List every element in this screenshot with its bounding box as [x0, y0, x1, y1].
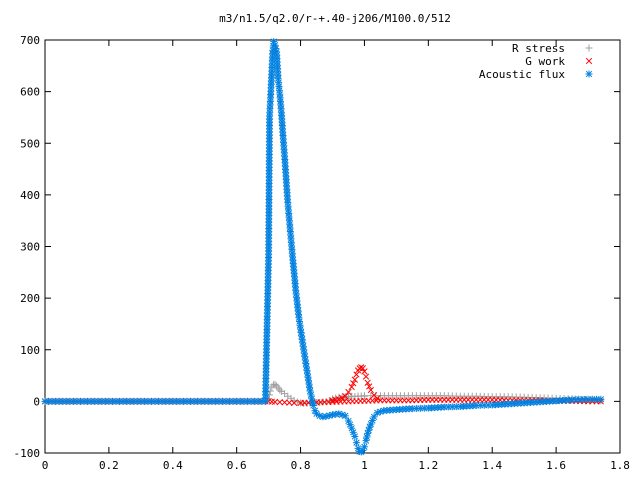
y-tick-label: -100: [14, 447, 41, 460]
data-point: [359, 365, 367, 372]
data-point: [305, 377, 313, 385]
series-g-work: [329, 364, 381, 404]
data-point: [271, 380, 279, 388]
y-tick-label: 200: [20, 292, 40, 305]
x-tick-label: 0.6: [227, 459, 247, 472]
y-tick-label: 600: [20, 86, 40, 99]
legend-marker: [585, 70, 593, 78]
data-point: [286, 399, 293, 406]
data-point: [364, 379, 371, 386]
x-tick-label: 0.2: [99, 459, 119, 472]
x-tick-label: 1: [361, 459, 368, 472]
data-point: [351, 376, 359, 383]
data-point: [342, 393, 349, 400]
plot-area-border: [44, 39, 621, 454]
data-point: [374, 395, 381, 402]
data-point: [353, 371, 360, 378]
data-point: [348, 392, 356, 400]
x-tick-label: 0.4: [163, 459, 183, 472]
data-point: [362, 373, 370, 380]
y-tick-label: 700: [20, 34, 40, 47]
x-tick-label: 1.2: [418, 459, 438, 472]
legend-label: G work: [525, 55, 565, 68]
data-point: [276, 398, 283, 406]
data-point: [309, 402, 317, 410]
data-point: [350, 380, 357, 387]
data-point: [352, 439, 360, 447]
y-tick-label: 400: [20, 189, 40, 202]
data-point: [269, 381, 277, 389]
data-point: [341, 412, 349, 420]
legend-label: Acoustic flux: [479, 68, 565, 81]
data-point: [345, 388, 352, 396]
x-tick-label: 1.6: [546, 459, 566, 472]
x-tick-label: 0.8: [291, 459, 311, 472]
data-point: [351, 432, 359, 440]
data-point: [291, 399, 298, 407]
data-point: [367, 386, 374, 394]
data-marks: [41, 38, 605, 456]
data-point: [297, 329, 305, 337]
data-point: [360, 443, 368, 451]
y-tick-label: 300: [20, 241, 40, 254]
data-point: [361, 368, 368, 375]
legend-marker: [585, 44, 593, 52]
x-tick-label: 0: [42, 459, 49, 472]
data-point: [348, 383, 355, 391]
data-point: [597, 395, 605, 403]
y-tick-label: 500: [20, 137, 40, 150]
data-point: [276, 386, 284, 394]
legend-label: R stress: [512, 42, 565, 55]
series-acoustic-flux: [41, 38, 605, 456]
data-point: [281, 399, 288, 406]
data-point: [299, 342, 307, 350]
data-point: [338, 394, 346, 401]
x-tick-label: 1.8: [610, 459, 630, 472]
legend-marker: [585, 57, 593, 65]
data-point: [366, 383, 373, 390]
data-point: [370, 413, 378, 421]
data-point: [363, 433, 371, 441]
x-tick-label: 1.4: [482, 459, 502, 472]
y-tick-label: 100: [20, 344, 40, 357]
data-point: [335, 396, 343, 403]
chart-title: m3/n1.5/q2.0/r-+.40-j206/M100.0/512: [219, 12, 451, 25]
y-tick-label: 0: [33, 395, 40, 408]
data-point: [360, 392, 368, 400]
axis-ticks: 0 0.2 0.4 0.6 0.8 1 1.2 1.4 1.6 1.8-1000100200300…: [14, 34, 630, 472]
data-point: [271, 398, 279, 406]
